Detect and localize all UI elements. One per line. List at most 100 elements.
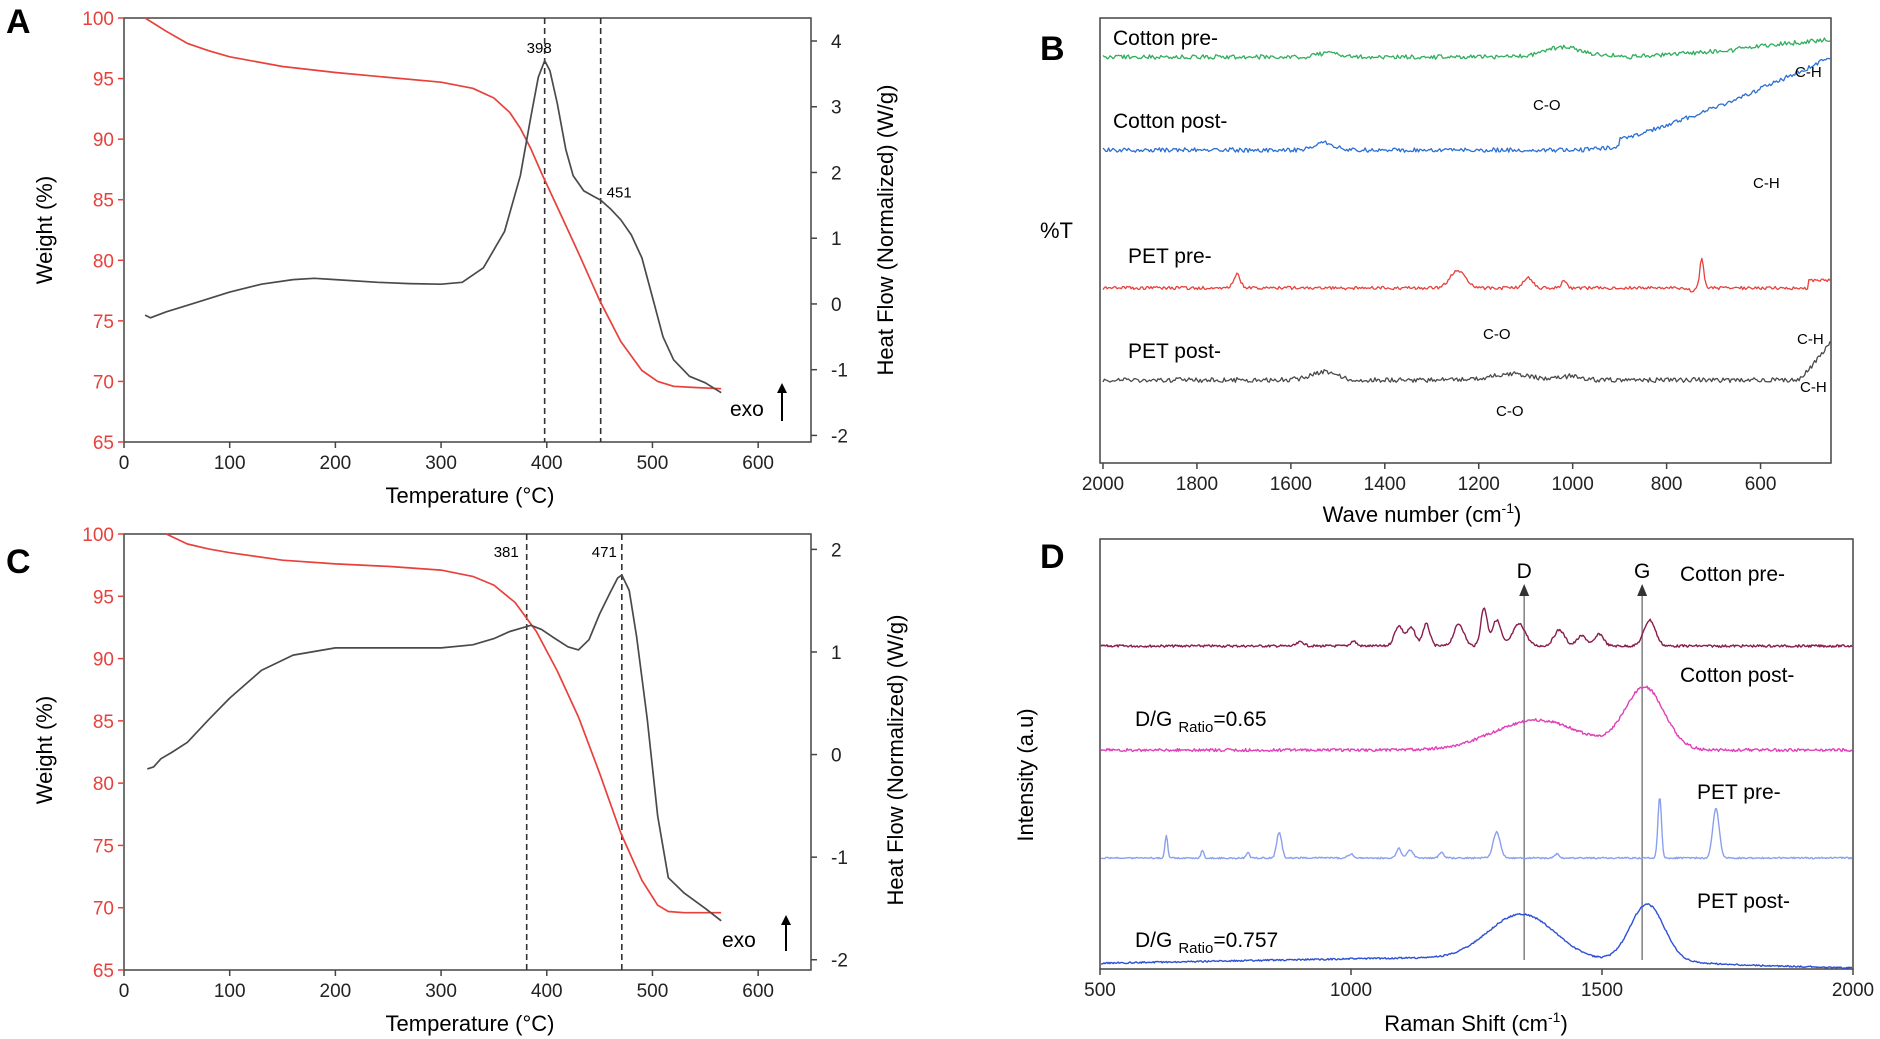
x-tick-label: 600 (742, 981, 774, 1002)
band-label: C-H (1800, 379, 1827, 396)
band-label: C-H (1795, 64, 1822, 81)
y-tick-label: 100 (82, 525, 114, 546)
x-tick-label: 500 (1084, 980, 1116, 1001)
y2-tick-label: -1 (831, 361, 848, 382)
y-tick-label: 75 (93, 312, 114, 333)
arrow-up-icon (1637, 584, 1648, 596)
series-label: Cotton pre- (1113, 27, 1218, 50)
x-tick-label: 100 (214, 981, 246, 1002)
spectrum-cotton-pre (1100, 607, 1853, 648)
y2-tick-label: 0 (831, 295, 842, 316)
x-tick-label: 300 (425, 453, 457, 474)
x-tick-label: 2000 (1082, 474, 1124, 495)
weight-curve (165, 533, 722, 914)
band-labels-b: C-O C-H C-H C-O C-H C-H C-O (1483, 64, 1827, 420)
x-tick-label: 0 (119, 981, 130, 1002)
y-tick-label: 65 (93, 433, 114, 454)
x-axis-title-a: Temperature (°C) (386, 483, 555, 508)
band-label: C-H (1753, 175, 1780, 192)
band-label: C-O (1483, 326, 1511, 343)
exo-arrow-icon (777, 383, 787, 421)
panel-c: C 0 100 200 300 400 500 600 65707580859095100 … (6, 525, 908, 1036)
y-tick-label: 85 (93, 712, 114, 733)
y2-tick-label: 2 (831, 163, 842, 184)
x-tick-label: 0 (119, 453, 130, 474)
heat-flow-curve (144, 59, 722, 394)
panel-label-b: B (1040, 30, 1065, 68)
marker-lines-a (543, 18, 602, 442)
x-tick-label: 1000 (1552, 474, 1594, 495)
x-tick-label: 1500 (1581, 980, 1623, 1001)
x-ticks-d: 500 1000 1500 2000 (1084, 969, 1874, 1001)
dg-ratio-pet: D/G Ratio=0.757 (1135, 929, 1278, 957)
x-tick-label: 2000 (1832, 980, 1874, 1001)
band-label: C-O (1496, 403, 1524, 420)
spectrum-pet-pre (1102, 257, 1831, 293)
y2-tick-label: 2 (831, 540, 842, 561)
arrow-up-icon (1519, 584, 1530, 596)
x-tick-label: 1600 (1270, 474, 1312, 495)
spectrum-cotton-post (1100, 685, 1853, 753)
y-tick-label: 75 (93, 836, 114, 857)
spectrum-pet-post (1101, 903, 1852, 970)
annotations-a: 398 451 (527, 40, 632, 201)
y-axis-title-d: Intensity (a.u) (1013, 708, 1038, 841)
y2-tick-label: -1 (831, 848, 848, 869)
band-label: C-H (1797, 331, 1824, 348)
y-axis-title-a: Weight (%) (32, 176, 57, 284)
series-labels-b: Cotton pre- Cotton post- PET pre- PET po… (1113, 27, 1227, 363)
y2-tick-label: -2 (831, 951, 848, 972)
x-tick-label: 1400 (1364, 474, 1406, 495)
y-tick-label: 65 (93, 961, 114, 982)
peak-label: 471 (592, 544, 617, 561)
heat-flow-curve (147, 574, 722, 922)
y-tick-label: 80 (93, 774, 114, 795)
y-ticks-a: 65 70 75 80 85 90 95 100 (82, 9, 124, 454)
annotations-c: 381 471 (494, 544, 617, 561)
band-label: C-O (1533, 97, 1561, 114)
y2-tick-label: -2 (831, 426, 848, 447)
peak-label: 398 (527, 40, 552, 57)
x-ticks-a: 0 100 200 300 400 500 600 (119, 442, 774, 474)
x-tick-label: 600 (742, 453, 774, 474)
weight-curve (144, 17, 722, 390)
series-d (1100, 607, 1853, 970)
plot-frame-a (123, 17, 812, 443)
y2-axis-title-a: Heat Flow (Normalized) (W/g) (873, 85, 898, 376)
plot-frame-d (1099, 538, 1854, 970)
x-tick-label: 400 (531, 453, 563, 474)
y2-ticks-a: -2 -1 0 1 2 3 4 (811, 32, 848, 447)
y-tick-label: 90 (93, 650, 114, 671)
y-tick-label: 80 (93, 251, 114, 272)
series-c (147, 533, 722, 922)
series-label: Cotton post- (1113, 110, 1227, 133)
spectrum-cotton-pre (1102, 37, 1831, 60)
x-tick-label: 1800 (1176, 474, 1218, 495)
y2-tick-label: 1 (831, 643, 842, 664)
x-axis-title-c: Temperature (°C) (386, 1011, 555, 1036)
y-axis-title-c: Weight (%) (32, 696, 57, 804)
x-tick-label: 1200 (1458, 474, 1500, 495)
series-label: PET pre- (1697, 781, 1781, 804)
series-labels-d: Cotton pre- Cotton post- PET pre- PET po… (1680, 563, 1794, 913)
series-label: PET post- (1128, 340, 1221, 363)
panel-a: A 0 100 200 300 400 500 600 65707580859095100 … (6, 3, 898, 508)
exo-label-c: exo (722, 929, 756, 952)
panel-label-c: C (6, 543, 31, 581)
x-ticks-c: 0 100 200 300 400 500 600 (119, 970, 774, 1002)
peak-label: 451 (607, 184, 632, 201)
spectrum-pet-pre (1100, 798, 1853, 860)
marker-lines-c (525, 534, 623, 970)
x-tick-label: 100 (214, 453, 246, 474)
plot-frame-c (123, 533, 812, 971)
panel-label-a: A (6, 3, 31, 41)
peak-label-D: D (1517, 560, 1532, 583)
peak-label: 381 (494, 544, 519, 561)
y-tick-label: 70 (93, 899, 114, 920)
y2-tick-label: 4 (831, 32, 842, 53)
y2-axis-title-c: Heat Flow (Normalized) (W/g) (883, 615, 908, 906)
spectrum-pet-post (1102, 341, 1831, 384)
